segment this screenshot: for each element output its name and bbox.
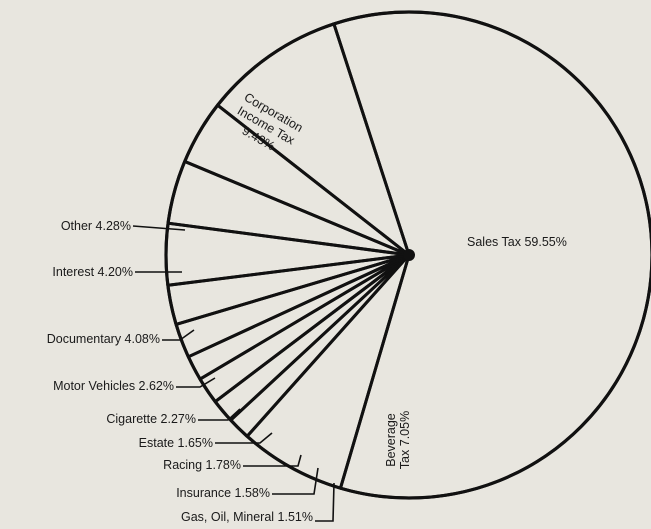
leader-lines bbox=[132, 225, 335, 522]
leader-line-documentary bbox=[162, 329, 195, 341]
slice-label-interest: Interest 4.20% bbox=[52, 265, 133, 279]
pie-slices bbox=[164, 10, 651, 500]
slice-label-documentary: Documentary 4.08% bbox=[47, 332, 160, 346]
leader-line-gas-oil-mineral bbox=[315, 482, 335, 522]
pie-center bbox=[403, 249, 415, 261]
leader-line-motor-vehicles bbox=[176, 377, 216, 388]
slice-label-beverage-tax: BeverageTax 7.05% bbox=[384, 411, 412, 469]
slice-label-sales-tax: Sales Tax 59.55% bbox=[467, 235, 567, 249]
slice-label-insurance: Insurance 1.58% bbox=[176, 486, 270, 500]
leader-line-estate bbox=[215, 432, 273, 444]
slice-label-racing: Racing 1.78% bbox=[163, 458, 241, 472]
slice-label-corporation-income-tax: CorporationIncome Tax9.43% bbox=[227, 90, 306, 161]
slice-label-line: Beverage bbox=[384, 413, 398, 467]
pie-slice-corporation-income-tax bbox=[215, 21, 412, 260]
pie-slice-beverage-tax bbox=[245, 254, 411, 491]
slice-label-motor-vehicles: Motor Vehicles 2.62% bbox=[53, 379, 174, 393]
pie-slice-insurance bbox=[213, 253, 411, 423]
pie-slice-estate bbox=[186, 253, 410, 382]
slice-label-other: Other 4.28% bbox=[61, 219, 131, 233]
slice-label-cigarette: Cigarette 2.27% bbox=[106, 412, 196, 426]
slice-labels: Sales Tax 59.55% BeverageTax 7.05% Gas, Oi… bbox=[47, 90, 567, 524]
slice-label-estate: Estate 1.65% bbox=[139, 436, 213, 450]
leader-line-insurance bbox=[272, 467, 319, 495]
slice-label-gas-oil-mineral: Gas, Oil, Mineral 1.51% bbox=[181, 510, 313, 524]
pie-slice-sales-tax bbox=[332, 10, 651, 500]
leader-line-racing bbox=[243, 454, 302, 467]
slice-label-line: Tax 7.05% bbox=[398, 411, 412, 469]
leader-line-other bbox=[132, 225, 186, 231]
leader-line-cigarette bbox=[198, 408, 241, 421]
